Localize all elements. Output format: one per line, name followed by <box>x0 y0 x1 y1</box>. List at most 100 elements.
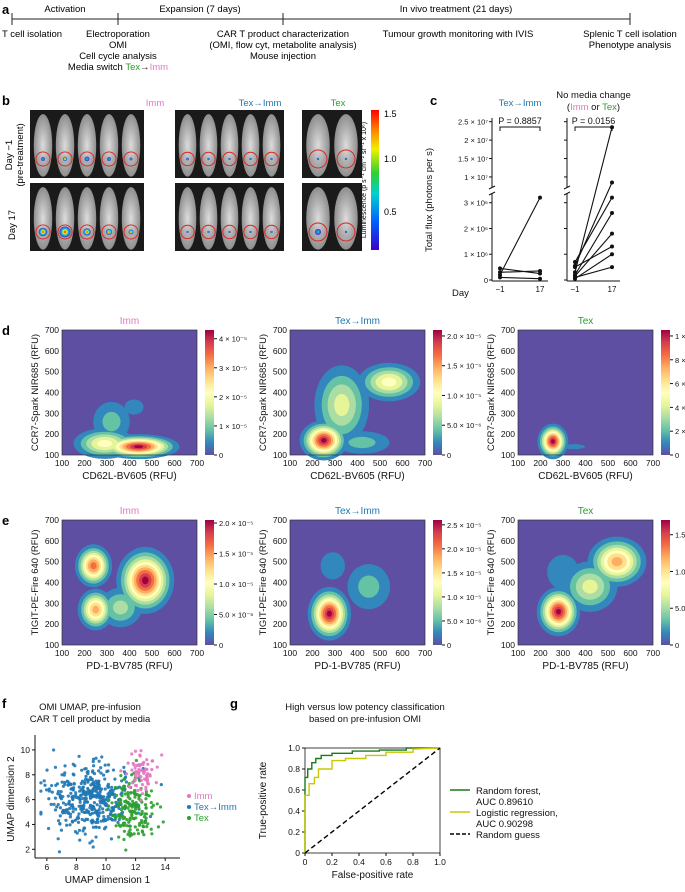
umap-point <box>119 774 123 778</box>
flux-point <box>610 244 614 249</box>
umap-point <box>134 776 138 780</box>
umap-point <box>83 782 87 786</box>
density-contour <box>326 610 332 617</box>
umap-point <box>101 773 106 777</box>
umap-ytick: 6 <box>25 795 30 805</box>
umap-point <box>56 819 61 823</box>
density-contour <box>547 554 579 590</box>
roc-xlabel: False-positive rate <box>332 870 414 881</box>
roc-ytick: 0.4 <box>288 806 300 816</box>
step-tumour-monitoring: Tumour growth monitoring with IVIS <box>383 29 534 40</box>
umap-point <box>133 807 138 811</box>
density-ylabel: TIGIT-PE-Fire 640 (RFU) <box>30 529 41 635</box>
umap-point <box>95 795 99 799</box>
tumour-roi-circle <box>264 224 279 240</box>
roc-ytick: 1.0 <box>288 743 300 753</box>
umap-point <box>58 822 62 826</box>
umap-point <box>110 785 114 789</box>
axis-break-mark <box>563 185 571 190</box>
umap-xlabel: UMAP dimension 1 <box>65 875 151 886</box>
umap-point <box>131 816 135 821</box>
umap-point <box>106 817 110 821</box>
density-xtick: 400 <box>350 458 364 468</box>
umap-point <box>140 821 144 825</box>
umap-point <box>106 763 111 767</box>
density-ytick: 500 <box>273 367 287 377</box>
flux-xtick: 17 <box>608 285 617 294</box>
density-ytick: 100 <box>501 450 515 460</box>
luminescence-signal <box>59 226 71 238</box>
umap-point <box>101 807 105 811</box>
flux-pair-line <box>574 197 613 263</box>
umap-point <box>81 792 85 796</box>
flux-subplot-title2: (Imm or Tex) <box>567 102 620 113</box>
umap-point <box>94 825 98 829</box>
umap-point <box>117 835 121 839</box>
panel-label-d: d <box>2 323 10 338</box>
density-xtick: 100 <box>511 648 525 658</box>
umap-point <box>130 814 134 818</box>
umap-point <box>148 774 152 778</box>
umap-point <box>96 817 100 821</box>
ivis-group-imm: Imm <box>146 98 165 109</box>
flux-subplot: −1 17 P = 0.0156 No media change(Imm or Tex… <box>556 90 630 294</box>
mouse-body <box>77 187 97 250</box>
density-xtick: 500 <box>373 458 387 468</box>
flux-ytick: 1 × 10⁶ <box>464 250 488 259</box>
umap-point <box>107 798 111 802</box>
umap-point <box>74 791 78 795</box>
density-ytick: 200 <box>501 619 515 629</box>
umap-point <box>97 759 101 763</box>
umap-point <box>53 796 58 800</box>
umap-ytick: 4 <box>25 819 30 829</box>
umap-point <box>106 769 110 773</box>
umap-point <box>99 771 103 775</box>
flux-point <box>610 211 614 216</box>
density-ytick: 400 <box>273 388 287 398</box>
umap-point <box>94 756 98 760</box>
panel-g-roc: g High versus low potency classification… <box>230 696 558 881</box>
umap-point <box>128 816 132 820</box>
density-frame <box>517 519 654 646</box>
umap-point <box>129 791 133 795</box>
luminescence-colorbar <box>371 110 379 250</box>
density-xlabel: PD-1-BV785 (RFU) <box>86 661 172 672</box>
umap-point <box>114 824 118 828</box>
umap-point <box>57 850 62 854</box>
colorbar-tick: 5.0 × 10⁻⁶ <box>447 617 481 626</box>
density-ylabel: TIGIT-PE-Fire 640 (RFU) <box>258 529 269 635</box>
ivis-images <box>30 110 362 251</box>
flux-pair-line <box>499 197 541 276</box>
umap-xtick: 8 <box>74 862 79 872</box>
luminescence-signal <box>270 230 273 234</box>
umap-point <box>154 781 158 785</box>
umap-point <box>96 786 101 791</box>
flux-point <box>610 265 614 270</box>
flux-pair-line <box>574 246 613 268</box>
density-colorbar <box>205 330 214 455</box>
density-ytick: 500 <box>501 557 515 567</box>
umap-point <box>150 812 154 816</box>
umap-ytick: 10 <box>21 745 31 755</box>
umap-point <box>70 820 75 824</box>
density-xtick: 100 <box>283 648 297 658</box>
density-ytick: 200 <box>45 429 59 439</box>
umap-point <box>132 803 137 807</box>
colorbar-tick: 2 × 10⁻⁵ <box>219 393 247 402</box>
panel-label-b: b <box>2 93 10 108</box>
density-ytick: 300 <box>501 598 515 608</box>
flux-ytick: 0 <box>484 276 488 285</box>
density-xtick: 600 <box>167 648 181 658</box>
umap-point <box>93 784 98 788</box>
colorbar-tick: 0 <box>447 451 451 460</box>
density-contour <box>348 436 376 449</box>
colorbar-tick: 2.0 × 10⁻⁵ <box>447 545 481 554</box>
umap-point <box>131 799 135 803</box>
flux-xlabel: Day <box>452 288 469 299</box>
umap-point <box>80 768 84 772</box>
flux-ytick: 3 × 10⁶ <box>464 199 488 208</box>
